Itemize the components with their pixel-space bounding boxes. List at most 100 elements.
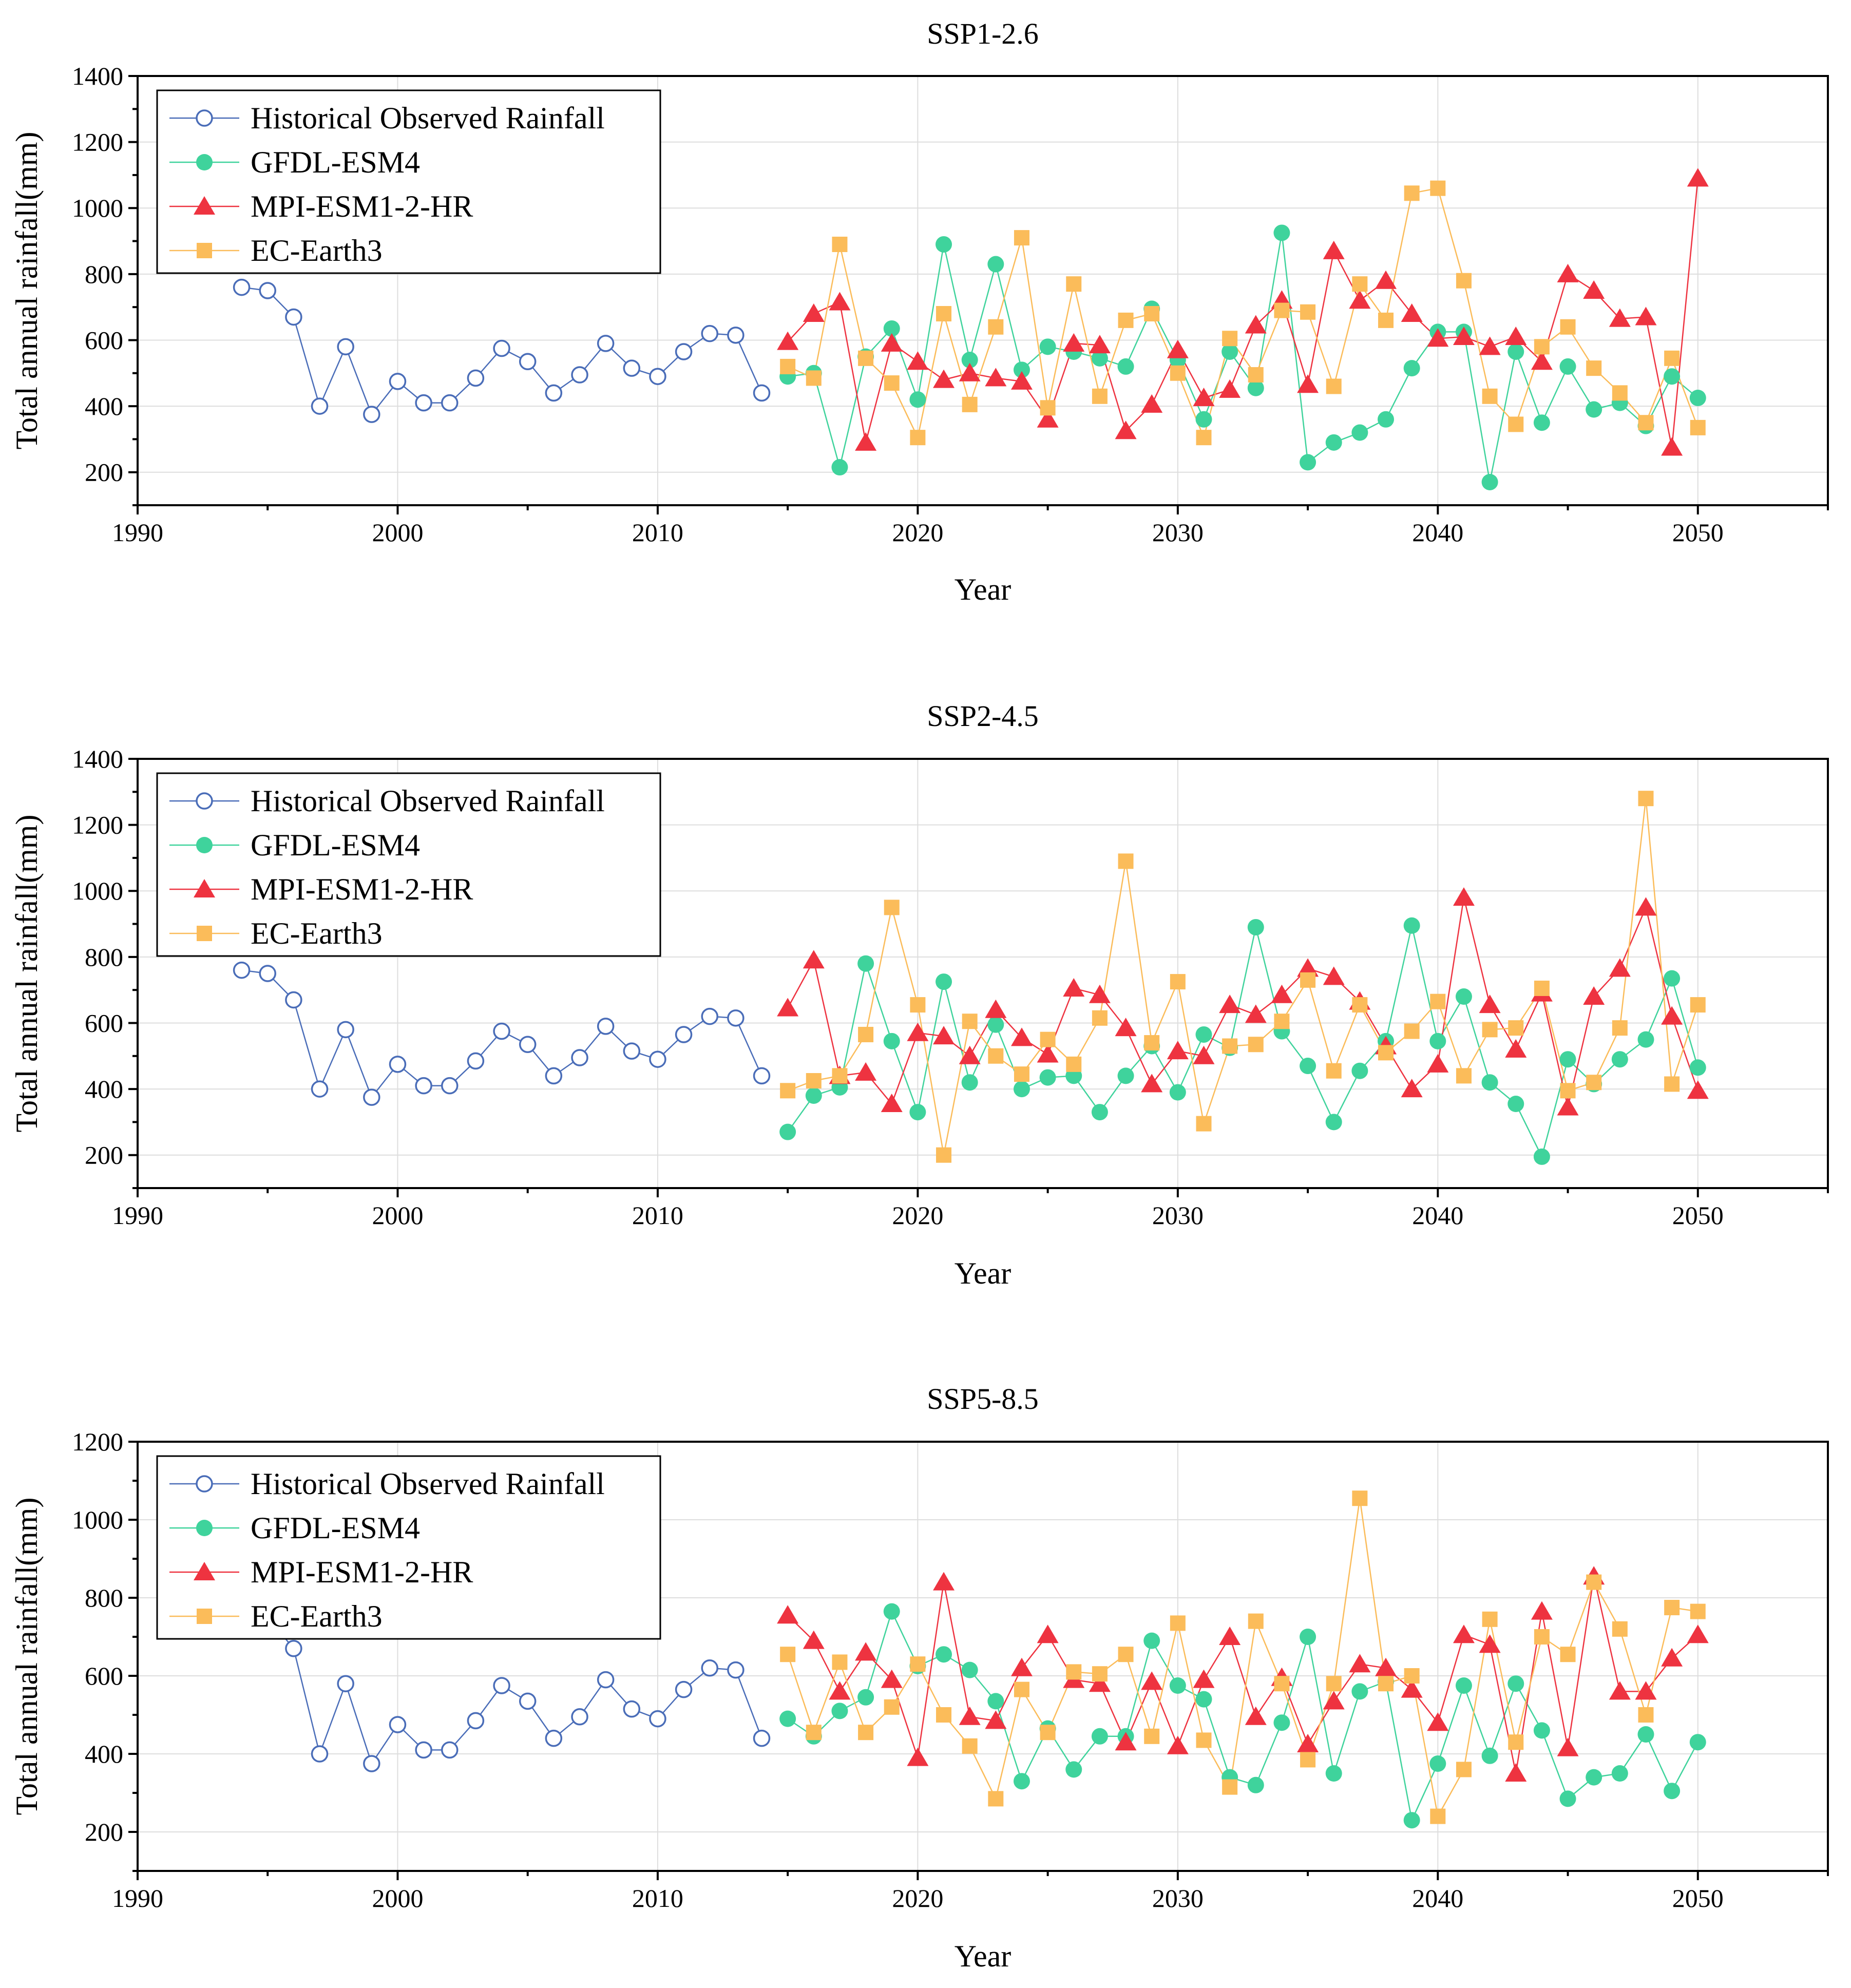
data-point [881, 333, 903, 352]
data-point [907, 1747, 929, 1766]
data-point [1534, 1629, 1550, 1645]
series-line-gfdl-esm4 [787, 925, 1699, 1158]
data-point [1222, 343, 1238, 360]
data-point [1427, 1712, 1449, 1731]
data-point [623, 359, 641, 377]
data-point [1429, 1755, 1446, 1772]
data-point [363, 1088, 380, 1106]
data-point [803, 1630, 825, 1649]
data-point [727, 1009, 745, 1027]
data-point [985, 368, 1007, 387]
data-point [1430, 1808, 1446, 1824]
data-point [1010, 371, 1033, 390]
data-point [1533, 1148, 1550, 1165]
data-point [1117, 358, 1134, 375]
data-point [1247, 1776, 1264, 1793]
legend-label-mpi-esm1-2-hr: MPI-ESM1-2-HR [251, 1555, 473, 1589]
data-point [1612, 1621, 1628, 1637]
data-point [1118, 312, 1134, 328]
legend-label-ec-earth3: EC-Earth3 [251, 1599, 383, 1633]
legend-marker-historical-observed-rainfall [196, 109, 213, 127]
data-point [727, 1661, 745, 1679]
data-point [1271, 984, 1293, 1003]
y-tick-label: 400 [85, 392, 123, 420]
legend-marker-ec-earth3 [197, 243, 212, 258]
data-point [753, 384, 771, 402]
data-point [1482, 1611, 1498, 1627]
data-point [1245, 1004, 1267, 1023]
data-point [1375, 270, 1397, 289]
data-point [1638, 415, 1654, 431]
chart-title: SSP2-4.5 [927, 699, 1039, 733]
data-point [1115, 420, 1137, 439]
data-point [803, 303, 825, 322]
chart-panel-ssp2-4-5: SSP2-4.5 1990 2000 2010 2020 2030 2040 2050 200 4… [10, 699, 1829, 1290]
data-point [1141, 394, 1163, 413]
data-point [1609, 958, 1631, 977]
x-tick-label: 2040 [1412, 1884, 1463, 1913]
y-axis-title: Total annual rainfall(mm) [10, 132, 44, 450]
data-point [1091, 1728, 1108, 1745]
data-point [649, 368, 666, 385]
data-point [1505, 327, 1527, 346]
data-point [1664, 368, 1681, 385]
data-point [936, 1147, 952, 1163]
data-point [884, 375, 900, 391]
data-point [571, 1708, 588, 1726]
x-tick-label: 2020 [892, 1884, 943, 1913]
data-point [649, 1050, 666, 1068]
data-point [1482, 1022, 1498, 1038]
data-point [1481, 1074, 1498, 1091]
data-point [962, 1014, 978, 1029]
data-point [1559, 1790, 1576, 1807]
x-tick-label: 2020 [892, 1201, 943, 1230]
data-point [1661, 1648, 1683, 1667]
x-tick-label: 2000 [372, 1201, 423, 1230]
data-point [285, 991, 302, 1009]
data-point [883, 320, 900, 337]
legend-label-mpi-esm1-2-hr: MPI-ESM1-2-HR [251, 189, 473, 223]
legend-marker-gfdl-esm4 [196, 837, 213, 853]
data-point [1167, 1041, 1189, 1060]
data-point [1037, 409, 1059, 428]
data-point [545, 1067, 563, 1085]
data-point [1586, 1574, 1602, 1590]
data-point [675, 343, 693, 360]
series-points-ec-earth3 [780, 791, 1706, 1163]
data-point [987, 1016, 1004, 1033]
data-point [1091, 1104, 1108, 1121]
data-point [1196, 1732, 1212, 1748]
data-point [545, 1729, 563, 1747]
x-axis-title: Year [955, 572, 1012, 606]
legend: Historical Observed Rainfall GFDL-ESM4 MPI… [156, 772, 661, 957]
data-point [910, 430, 926, 446]
data-point [1611, 1765, 1628, 1782]
data-point [1066, 1056, 1082, 1072]
data-point [1586, 401, 1602, 418]
data-point [597, 335, 615, 352]
data-point [1507, 1096, 1524, 1113]
data-point [1352, 997, 1368, 1013]
x-tick-label: 2000 [372, 518, 423, 547]
data-point [311, 1745, 329, 1763]
data-point [1378, 1045, 1394, 1061]
data-point [1118, 853, 1134, 869]
data-point [1066, 1664, 1082, 1680]
legend-label-historical-observed-rainfall: Historical Observed Rainfall [251, 1467, 605, 1501]
data-point [881, 1669, 903, 1688]
legend-label-historical-observed-rainfall: Historical Observed Rainfall [251, 784, 605, 818]
data-point [519, 1036, 537, 1054]
data-point [777, 331, 799, 350]
y-tick-label: 200 [85, 1141, 123, 1170]
data-point [1065, 1761, 1082, 1778]
data-point [1507, 1675, 1524, 1692]
data-point [1039, 338, 1056, 355]
data-point [1013, 361, 1030, 378]
data-point [1193, 1669, 1215, 1688]
data-point [1169, 1677, 1186, 1694]
x-tick-label: 2000 [372, 1884, 423, 1913]
data-point [441, 1741, 459, 1759]
x-tick-label: 2030 [1152, 1201, 1204, 1230]
data-point [1531, 1601, 1553, 1620]
data-point [1091, 350, 1108, 367]
